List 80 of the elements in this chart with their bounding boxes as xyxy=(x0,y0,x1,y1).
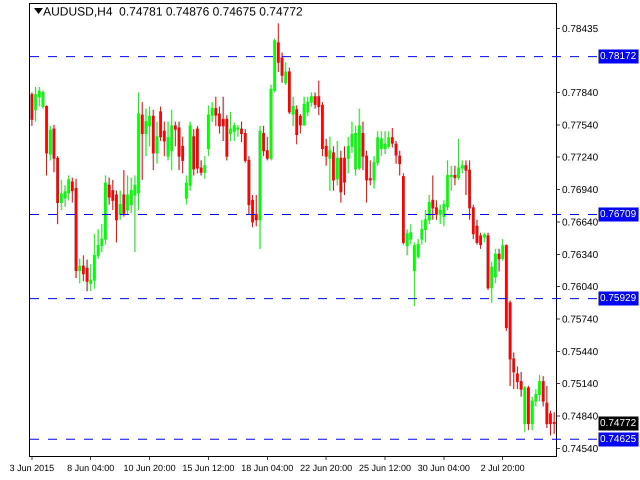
candlestick xyxy=(86,259,88,292)
candlestick xyxy=(523,385,526,433)
x-tick-label: 3 Jun 2015 xyxy=(10,462,54,473)
candlestick xyxy=(126,175,129,215)
candlestick xyxy=(229,111,232,142)
candlestick xyxy=(339,150,342,203)
x-tick-label: 18 Jun 04:00 xyxy=(241,462,294,473)
y-tick-label: 0.76040 xyxy=(562,282,599,294)
candlestick xyxy=(498,248,500,272)
ref-line-label: 0.74625 xyxy=(600,434,637,445)
ref-line-label: 0.78172 xyxy=(600,51,637,62)
candlestick xyxy=(41,90,44,110)
candlestick xyxy=(74,178,78,278)
candlestick xyxy=(292,96,294,126)
candlestick xyxy=(92,233,96,290)
candlestick xyxy=(336,140,339,186)
y-tick-label: 0.76640 xyxy=(562,217,599,228)
candlestick xyxy=(60,179,63,211)
candlestick xyxy=(453,165,456,186)
candlestick xyxy=(236,124,240,138)
candlestick xyxy=(152,109,155,171)
candlestick xyxy=(207,104,210,157)
candlestick xyxy=(284,62,288,86)
y-tick-label: 0.75440 xyxy=(562,346,599,358)
y-tick-label: 0.76340 xyxy=(562,250,599,261)
y-tick-label: 0.76940 xyxy=(562,185,599,196)
x-tick-label: 22 Jun 20:00 xyxy=(300,462,352,473)
candlestick xyxy=(438,204,442,225)
candlestick xyxy=(34,86,37,122)
y-tick-label: 0.75140 xyxy=(562,379,599,390)
y-tick-label: 0.77240 xyxy=(562,152,599,164)
candlestick xyxy=(501,238,504,262)
text: 0.74772 xyxy=(600,418,637,429)
candlestick xyxy=(482,232,486,243)
candlestick xyxy=(258,125,262,250)
candlestick xyxy=(78,258,82,284)
candlestick xyxy=(203,156,206,180)
y-tick-label: 0.74840 xyxy=(562,412,599,423)
candlestick xyxy=(140,102,144,180)
y-tick-label: 0.77540 xyxy=(562,120,599,132)
x-tick-label: 25 Jun 12:00 xyxy=(358,462,411,473)
candlestick xyxy=(45,104,48,176)
candlestick xyxy=(542,376,545,407)
y-tick-label: 0.74540 xyxy=(562,444,599,455)
candlestick xyxy=(170,109,174,171)
candlestick xyxy=(254,194,258,227)
candlestick xyxy=(412,242,416,307)
candlestick xyxy=(486,232,490,290)
candlestick xyxy=(527,385,530,431)
candlestick xyxy=(402,172,405,246)
candlestick xyxy=(552,412,556,434)
candlestick xyxy=(332,146,335,192)
candlestick xyxy=(302,96,306,126)
chart-title: AUDUSD,H4 0.74781 0.74876 0.74675 0.74772 xyxy=(43,4,303,19)
candlestick xyxy=(156,121,158,164)
x-tick-label: 30 Jun 04:00 xyxy=(418,462,470,473)
y-tick-label: 0.77840 xyxy=(562,88,599,99)
candlestick xyxy=(178,121,180,171)
candlestick xyxy=(48,125,52,161)
candlestick xyxy=(30,92,34,126)
candlestick xyxy=(384,130,386,154)
candlestick xyxy=(262,125,265,157)
ref-line-label: 0.75929 xyxy=(600,293,637,304)
candlestick xyxy=(288,67,291,115)
x-tick-label: 2 Jul 20:00 xyxy=(480,462,525,473)
x-tick-label: 10 Jun 20:00 xyxy=(124,462,176,473)
candlestick xyxy=(118,190,122,220)
y-tick-label: 0.78435 xyxy=(562,24,599,35)
candlestick xyxy=(457,138,460,180)
y-tick-label: 0.75740 xyxy=(562,314,599,326)
candlestick xyxy=(122,170,126,218)
ref-line-label: 0.76709 xyxy=(600,209,637,220)
candlestick xyxy=(144,108,148,157)
candlestick xyxy=(295,104,298,145)
candlestick xyxy=(196,125,199,174)
candlestick xyxy=(431,175,434,220)
x-tick-label: 8 Jun 04:00 xyxy=(67,462,114,473)
x-tick-label: 15 Jun 12:00 xyxy=(182,462,234,473)
candlestick xyxy=(192,128,196,176)
candlestick xyxy=(328,136,332,192)
